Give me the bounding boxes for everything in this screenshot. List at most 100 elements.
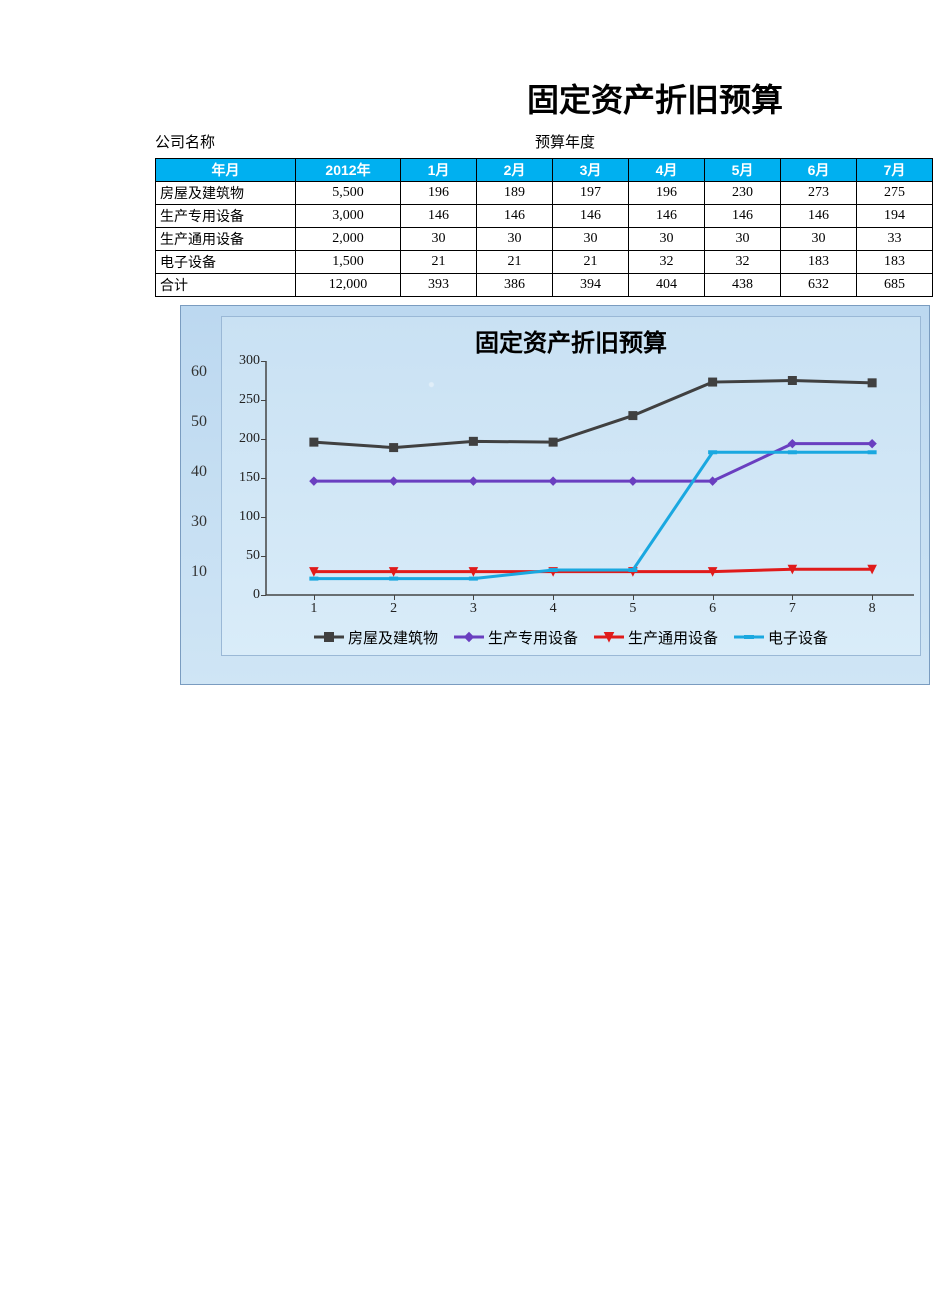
xtick-label: 6: [709, 601, 716, 617]
row-name: 电子设备: [156, 251, 296, 274]
table-cell: 1,500: [296, 251, 401, 274]
xtick-mark: [394, 595, 395, 600]
table-cell: 146: [705, 205, 781, 228]
chart-title: 固定资产折旧预算: [222, 317, 920, 360]
data-table: 年月2012年1月2月3月4月5月6月7月 房屋及建筑物5,5001961891…: [155, 158, 933, 297]
ytick-mark: [261, 478, 266, 479]
table-cell: 230: [705, 182, 781, 205]
table-cell: 438: [705, 274, 781, 297]
table-cell: 404: [629, 274, 705, 297]
legend-item: 电子设备: [734, 627, 828, 648]
ytick-label: 150: [226, 470, 260, 486]
xtick-mark: [792, 595, 793, 600]
table-cell: 146: [781, 205, 857, 228]
table-cell: 183: [857, 251, 933, 274]
table-header-cell: 6月: [781, 159, 857, 182]
table-cell: 146: [401, 205, 477, 228]
xtick-label: 2: [390, 601, 397, 617]
table-cell: 189: [477, 182, 553, 205]
ghost-ytick: 60: [191, 364, 207, 380]
table-row: 生产通用设备2,00030303030303033: [156, 228, 933, 251]
ytick-mark: [261, 439, 266, 440]
table-header-cell: 年月: [156, 159, 296, 182]
ghost-ytick: 40: [191, 464, 207, 480]
plot-svg: [266, 361, 914, 595]
table-cell: 30: [629, 228, 705, 251]
ytick-mark: [261, 595, 266, 596]
table-row: 房屋及建筑物5,500196189197196230273275: [156, 182, 933, 205]
xtick-label: 8: [869, 601, 876, 617]
table-cell: 146: [629, 205, 705, 228]
table-cell: 196: [629, 182, 705, 205]
ghost-ytick: 30: [191, 514, 207, 530]
table-row: 合计12,000393386394404438632685: [156, 274, 933, 297]
table-cell: 21: [477, 251, 553, 274]
ytick-label: 200: [226, 431, 260, 447]
table-cell: 685: [857, 274, 933, 297]
table-cell: 146: [477, 205, 553, 228]
budget-year-label: 预算年度: [535, 131, 595, 152]
table-header-cell: 1月: [401, 159, 477, 182]
xtick-mark: [553, 595, 554, 600]
table-cell: 393: [401, 274, 477, 297]
xtick-label: 3: [470, 601, 477, 617]
table-cell: 32: [705, 251, 781, 274]
page-title: 固定资产折旧预算: [360, 75, 950, 121]
plot-area: 05010015020025030012345678: [266, 361, 914, 595]
table-header-cell: 7月: [857, 159, 933, 182]
labels-row: 公司名称 预算年度: [155, 131, 950, 152]
table-cell: 183: [781, 251, 857, 274]
legend-item: 生产专用设备: [454, 627, 578, 648]
legend-label: 房屋及建筑物: [348, 627, 438, 648]
chart-inner: 固定资产折旧预算 05010015020025030012345678 房屋及建…: [221, 316, 921, 656]
legend-item: 生产通用设备: [594, 627, 718, 648]
table-cell: 30: [705, 228, 781, 251]
table-header-cell: 2012年: [296, 159, 401, 182]
table-row: 生产专用设备3,000146146146146146146194: [156, 205, 933, 228]
xtick-mark: [633, 595, 634, 600]
xtick-mark: [473, 595, 474, 600]
table-cell: 2,000: [296, 228, 401, 251]
table-header-cell: 5月: [705, 159, 781, 182]
xtick-mark: [314, 595, 315, 600]
xtick-mark: [713, 595, 714, 600]
table-cell: 30: [553, 228, 629, 251]
table-cell: 146: [553, 205, 629, 228]
row-name: 合计: [156, 274, 296, 297]
ytick-mark: [261, 361, 266, 362]
table-cell: 197: [553, 182, 629, 205]
table-cell: 273: [781, 182, 857, 205]
chart-outer: 6050403010 固定资产折旧预算 05010015020025030012…: [180, 305, 930, 685]
table-cell: 30: [781, 228, 857, 251]
table-cell: 3,000: [296, 205, 401, 228]
outer-ghost-yticks: 6050403010: [191, 364, 207, 614]
table-cell: 21: [553, 251, 629, 274]
table-cell: 5,500: [296, 182, 401, 205]
table-cell: 632: [781, 274, 857, 297]
table-cell: 21: [401, 251, 477, 274]
ytick-label: 300: [226, 353, 260, 369]
table-header-cell: 2月: [477, 159, 553, 182]
ghost-ytick: 10: [191, 564, 207, 580]
table-header-row: 年月2012年1月2月3月4月5月6月7月: [156, 159, 933, 182]
table-cell: 30: [401, 228, 477, 251]
legend-label: 生产专用设备: [488, 627, 578, 648]
legend-item: 房屋及建筑物: [314, 627, 438, 648]
ytick-mark: [261, 517, 266, 518]
xtick-label: 5: [629, 601, 636, 617]
legend-label: 电子设备: [768, 627, 828, 648]
table-cell: 194: [857, 205, 933, 228]
table-header-cell: 4月: [629, 159, 705, 182]
ytick-label: 0: [226, 587, 260, 603]
table-row: 电子设备1,5002121213232183183: [156, 251, 933, 274]
ytick-mark: [261, 556, 266, 557]
table-cell: 275: [857, 182, 933, 205]
row-name: 生产通用设备: [156, 228, 296, 251]
xtick-label: 7: [789, 601, 796, 617]
table-cell: 32: [629, 251, 705, 274]
table-cell: 394: [553, 274, 629, 297]
xtick-label: 4: [550, 601, 557, 617]
xtick-label: 1: [310, 601, 317, 617]
row-name: 生产专用设备: [156, 205, 296, 228]
ytick-label: 100: [226, 509, 260, 525]
